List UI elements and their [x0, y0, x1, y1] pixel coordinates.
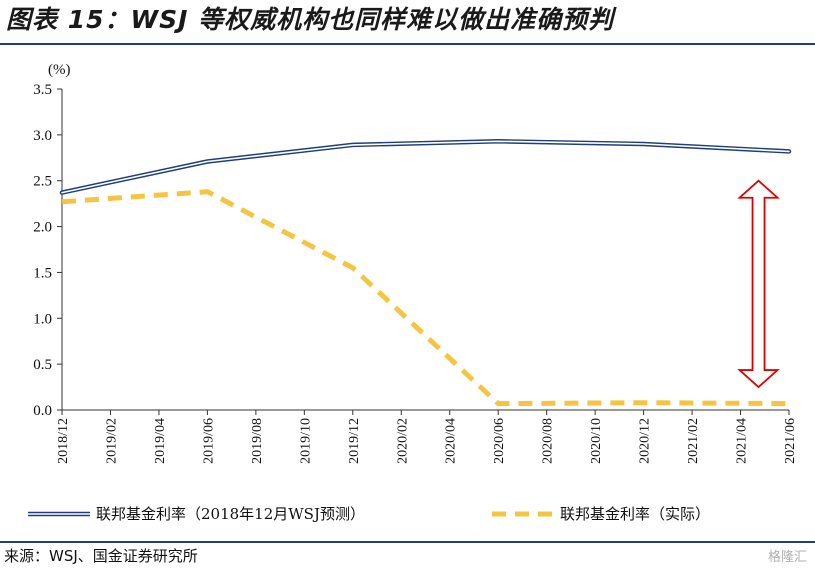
x-tick-label: 2021/06 — [783, 418, 798, 464]
y-tick-label: 1.5 — [33, 265, 52, 281]
source-note: 来源：WSJ、国金证券研究所 — [4, 547, 198, 565]
y-tick-label: 3.5 — [33, 82, 52, 98]
legend-label-forecast: 联邦基金利率（2018年12月WSJ预测） — [96, 505, 365, 523]
double-arrow-annotation — [737, 179, 780, 389]
y-axis: 0.0 0.5 1.0 1.5 2.0 2.5 3.0 3.5 — [33, 82, 63, 419]
y-unit-label: (%) — [48, 62, 71, 78]
x-tick-label: 2019/02 — [104, 418, 119, 464]
y-tick-label: 2.0 — [33, 220, 52, 236]
chart-title: 图表 15：WSJ 等权威机构也同样难以做出准确预判 — [6, 5, 615, 34]
x-tick-label: 2019/04 — [153, 418, 168, 464]
x-tick-label: 2019/06 — [201, 418, 216, 464]
series-layer — [59, 139, 792, 407]
series-forecast-line-inner — [61, 140, 790, 194]
x-tick-label: 2020/02 — [395, 418, 410, 464]
x-tick-label: 2021/02 — [686, 418, 701, 464]
x-tick-label: 2020/04 — [444, 418, 459, 464]
x-tick-label: 2021/04 — [735, 418, 750, 464]
y-tick-label: 0.0 — [33, 403, 52, 419]
series-actual-line — [61, 189, 790, 407]
y-tick-label: 0.5 — [33, 357, 52, 373]
x-tick-label: 2020/10 — [589, 418, 604, 464]
x-tick-label: 2020/12 — [638, 418, 653, 464]
annotation-layer — [737, 179, 780, 389]
title-divider — [0, 43, 815, 45]
legend: 联邦基金利率（2018年12月WSJ预测） 联邦基金利率（实际） — [28, 505, 710, 523]
x-axis: 2018/12 2019/02 2019/04 2019/06 2019/08 2019/… — [56, 409, 798, 464]
watermark-text: 格隆汇 — [767, 550, 807, 565]
x-tick-label: 2019/10 — [298, 418, 313, 464]
footer-divider — [0, 541, 815, 543]
line-chart: (%) 0.0 0.5 1.0 1.5 2.0 2.5 3.0 3.5 2018/12 2019… — [28, 62, 798, 523]
x-tick-label: 2018/12 — [56, 418, 71, 464]
y-tick-label: 1.0 — [33, 311, 52, 327]
y-tick-label: 3.0 — [33, 128, 52, 144]
y-tick-label: 2.5 — [33, 174, 52, 190]
x-tick-label: 2019/12 — [347, 418, 362, 464]
legend-label-actual: 联邦基金利率（实际） — [560, 505, 710, 523]
x-tick-label: 2020/06 — [492, 418, 507, 464]
x-tick-label: 2020/08 — [541, 418, 556, 464]
series-forecast-line-outer — [59, 139, 792, 195]
x-tick-label: 2019/08 — [250, 418, 265, 464]
